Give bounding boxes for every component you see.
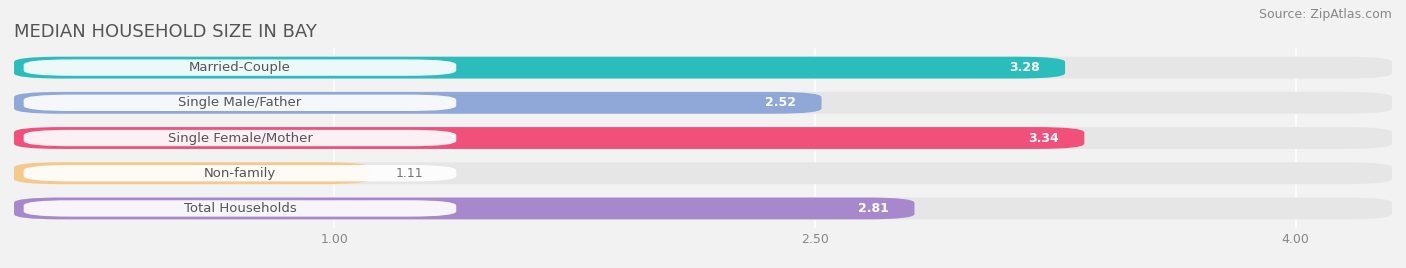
FancyBboxPatch shape [14,57,1066,79]
FancyBboxPatch shape [24,165,457,181]
FancyBboxPatch shape [14,127,1084,149]
FancyBboxPatch shape [14,127,1392,149]
Text: 3.28: 3.28 [1008,61,1039,74]
Text: 2.81: 2.81 [858,202,889,215]
FancyBboxPatch shape [24,95,457,111]
Text: Married-Couple: Married-Couple [188,61,291,74]
FancyBboxPatch shape [14,162,370,184]
FancyBboxPatch shape [24,200,457,217]
FancyBboxPatch shape [14,198,1392,219]
Text: MEDIAN HOUSEHOLD SIZE IN BAY: MEDIAN HOUSEHOLD SIZE IN BAY [14,23,316,41]
Text: Non-family: Non-family [204,167,276,180]
Text: Single Female/Mother: Single Female/Mother [167,132,312,144]
Text: Source: ZipAtlas.com: Source: ZipAtlas.com [1258,8,1392,21]
Text: Single Male/Father: Single Male/Father [179,96,302,109]
FancyBboxPatch shape [24,130,457,146]
Text: 2.52: 2.52 [765,96,796,109]
FancyBboxPatch shape [24,59,457,76]
FancyBboxPatch shape [14,92,821,114]
Text: Total Households: Total Households [184,202,297,215]
FancyBboxPatch shape [14,92,1392,114]
FancyBboxPatch shape [14,162,1392,184]
Text: 1.11: 1.11 [395,167,423,180]
Text: 3.34: 3.34 [1028,132,1059,144]
FancyBboxPatch shape [14,57,1392,79]
FancyBboxPatch shape [14,198,914,219]
